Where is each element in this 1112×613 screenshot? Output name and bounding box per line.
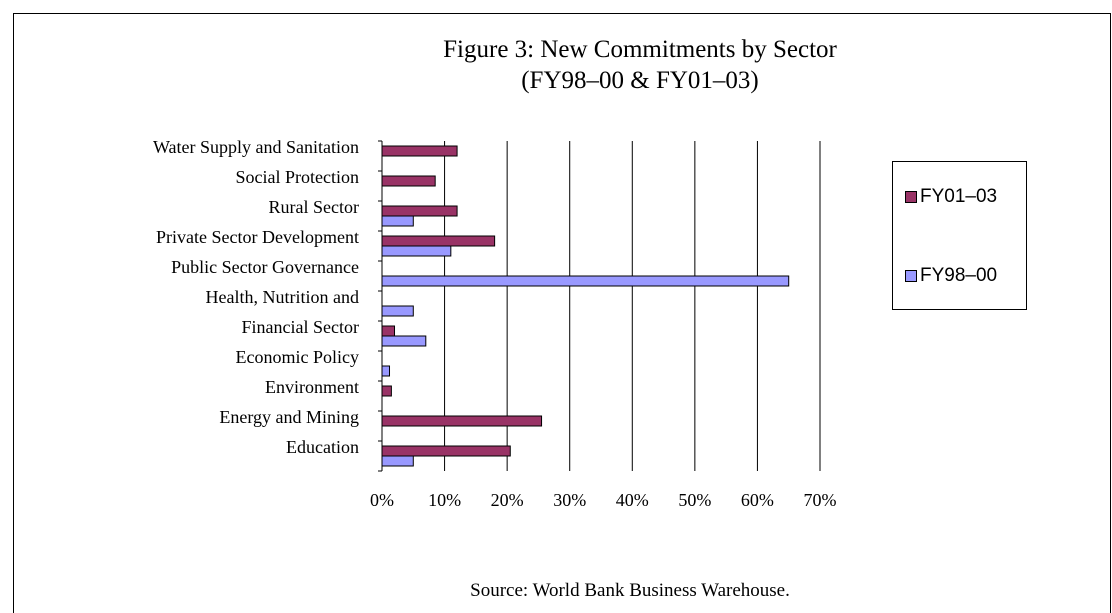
x-tick-label-5: 50% xyxy=(678,490,711,510)
category-label-7: Economic Policy xyxy=(236,347,359,367)
category-label-8: Environment xyxy=(265,377,359,397)
bar-fy01-03-8 xyxy=(381,385,392,397)
bar-fy01-03-10 xyxy=(381,445,511,457)
bar-fy01-03-3 xyxy=(381,235,496,247)
figure-frame xyxy=(13,13,1111,613)
legend-item-fy98-00: FY98–00 xyxy=(905,265,997,287)
x-tick-label-6: 60% xyxy=(741,490,774,510)
category-label-2: Rural Sector xyxy=(269,197,359,217)
x-tick-label-4: 40% xyxy=(616,490,649,510)
bar-fy98-00-3 xyxy=(381,245,452,257)
category-label-0: Water Supply and Sanitation xyxy=(153,137,359,157)
category-label-3: Private Sector Development xyxy=(156,227,359,247)
bar-fy98-00-2 xyxy=(381,215,414,227)
x-tick-label-2: 20% xyxy=(491,490,524,510)
bar-fy98-00-7 xyxy=(381,365,391,377)
x-tick-label-1: 10% xyxy=(428,490,461,510)
legend-swatch-fy01-03 xyxy=(905,191,917,203)
chart-title: Figure 3: New Commitments by Sector (FY9… xyxy=(390,34,890,96)
legend-swatch-fy98-00 xyxy=(905,270,917,282)
bar-fy01-03-6 xyxy=(381,325,396,337)
x-tick-label-7: 70% xyxy=(804,490,837,510)
bar-fy98-00-4 xyxy=(381,275,790,287)
legend-label-fy01-03: FY01–03 xyxy=(920,186,998,207)
chart-title-line-1: Figure 3: New Commitments by Sector xyxy=(443,36,837,63)
category-label-9: Energy and Mining xyxy=(219,407,359,427)
bar-fy98-00-6 xyxy=(381,335,427,347)
bar-fy98-00-10 xyxy=(381,455,414,467)
category-label-6: Financial Sector xyxy=(242,317,359,337)
bar-fy01-03-1 xyxy=(381,175,436,187)
category-label-4: Public Sector Governance xyxy=(171,257,359,277)
bar-fy98-00-5 xyxy=(381,305,414,317)
chart-title-line-2: (FY98–00 & FY01–03) xyxy=(521,67,759,94)
x-tick-label-0: 0% xyxy=(370,490,394,510)
category-label-5: Health, Nutrition and xyxy=(206,287,359,307)
x-tick-label-3: 30% xyxy=(553,490,586,510)
category-label-1: Social Protection xyxy=(236,167,359,187)
category-label-10: Education xyxy=(286,437,359,457)
legend-label-fy98-00: FY98–00 xyxy=(920,265,998,286)
legend-item-fy01-03: FY01–03 xyxy=(905,186,997,208)
source-note: Source: World Bank Business Warehouse. xyxy=(470,580,790,601)
bar-fy01-03-2 xyxy=(381,205,458,217)
bar-fy01-03-0 xyxy=(381,145,458,157)
bar-fy01-03-9 xyxy=(381,415,543,427)
chart-legend: FY01–03 FY98–00 xyxy=(892,161,1027,310)
